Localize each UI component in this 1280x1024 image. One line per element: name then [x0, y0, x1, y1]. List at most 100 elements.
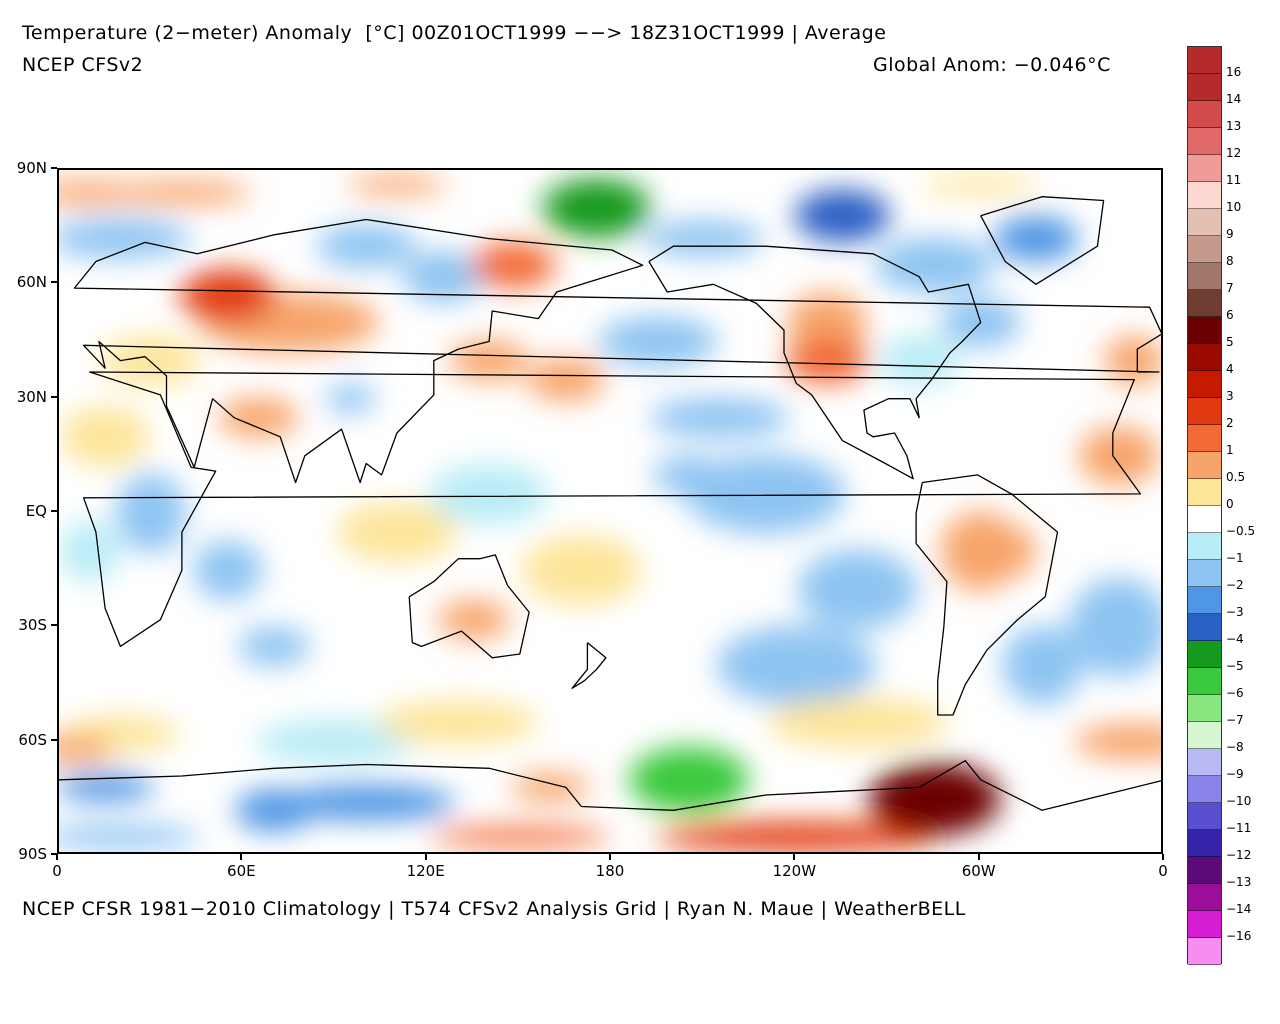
anomaly-patch — [767, 697, 948, 748]
colorbar-swatch — [1188, 290, 1221, 317]
anomaly-patch — [429, 826, 610, 847]
anomaly-patch — [111, 180, 252, 205]
colorbar-label: 1 — [1226, 443, 1234, 457]
anomaly-patch — [59, 218, 191, 259]
colorbar-label: −7 — [1226, 713, 1244, 727]
australia-coast — [408, 554, 530, 659]
anomaly-region-bering-warm — [471, 242, 556, 289]
colorbar-label: 4 — [1226, 362, 1234, 376]
colorbar-swatch — [1188, 938, 1221, 965]
anomaly-region-bellingshausen-warm — [868, 762, 1001, 836]
anomaly-patch — [276, 784, 457, 821]
colorbar-swatch — [1188, 749, 1221, 776]
anomaly-patch — [255, 719, 416, 764]
anomaly-patch — [336, 502, 457, 563]
anomaly-region-australia-warm — [437, 599, 510, 640]
lat-label: 60N — [16, 273, 47, 292]
colorbar-label: 12 — [1226, 146, 1242, 160]
colorbar-label: −10 — [1226, 794, 1252, 808]
anomaly-region-western-usa-warm — [785, 337, 870, 384]
lon-label: 0 — [52, 862, 62, 880]
greenland-coast — [980, 196, 1105, 285]
colorbar-label: 6 — [1226, 308, 1234, 322]
colorbar-swatch — [1188, 722, 1221, 749]
lon-label: 60E — [227, 862, 256, 880]
lon-label: 0 — [1158, 862, 1168, 880]
anomaly-region-arctic-east-siberia-cold — [542, 178, 651, 238]
colorbar-swatch — [1188, 398, 1221, 425]
anomaly-patch — [59, 773, 156, 802]
colorbar-swatch — [1188, 182, 1221, 209]
anomaly-map — [57, 168, 1163, 854]
lat-tick — [51, 624, 57, 627]
anomaly-patch — [797, 549, 918, 630]
colorbar-swatch — [1188, 641, 1221, 668]
colorbar-swatch — [1188, 236, 1221, 263]
anomaly-patch — [685, 453, 846, 534]
colorbar-label: −3 — [1226, 605, 1244, 619]
antarctica-coast — [59, 760, 1161, 811]
anomaly-patch — [218, 397, 299, 438]
anomaly-patch — [510, 773, 591, 802]
colorbar-label: −16 — [1226, 929, 1252, 943]
lat-tick — [51, 281, 57, 284]
colorbar-label: 14 — [1226, 92, 1242, 106]
colorbar-swatch — [1188, 776, 1221, 803]
colorbar-swatch — [1188, 47, 1221, 74]
colorbar-swatch — [1188, 695, 1221, 722]
lon-tick — [977, 854, 980, 860]
colorbar-swatch — [1188, 803, 1221, 830]
anomaly-patch — [378, 700, 539, 745]
colorbar-swatch — [1188, 506, 1221, 533]
colorbar-label: 16 — [1226, 65, 1242, 79]
anomaly-patch — [656, 821, 937, 852]
colorbar-swatch — [1188, 155, 1221, 182]
anomaly-patch — [403, 250, 484, 303]
anomaly-region-south-atlantic-cool — [1082, 626, 1155, 667]
anomaly-region-greenland-cold — [993, 215, 1078, 262]
colorbar-swatch — [1188, 452, 1221, 479]
colorbar-swatch — [1188, 425, 1221, 452]
colorbar-swatch — [1188, 263, 1221, 290]
lon-tick — [424, 854, 427, 860]
anomaly-patch — [325, 383, 376, 414]
map-title: Temperature (2−meter) Anomaly [°C] 00Z01… — [22, 22, 887, 44]
colorbar-label: −13 — [1226, 875, 1252, 889]
anomaly-field — [59, 170, 1161, 852]
colorbar-label: −9 — [1226, 767, 1244, 781]
global-anomaly-readout: Global Anom: −0.046°C — [873, 54, 1111, 76]
colorbar-label: −8 — [1226, 740, 1244, 754]
anomaly-patch — [429, 463, 550, 524]
colorbar-swatch — [1188, 587, 1221, 614]
anomaly-patch — [346, 175, 447, 196]
south-america-coast — [915, 474, 1059, 716]
colorbar-label: 7 — [1226, 281, 1234, 295]
lat-label: 90S — [18, 845, 47, 863]
lon-tick — [56, 854, 58, 860]
lon-label: 120W — [772, 862, 817, 880]
anomaly-patch — [1078, 425, 1159, 486]
lon-label: 120E — [406, 862, 445, 880]
anomaly-patch — [101, 335, 202, 386]
anomaly-patch — [920, 175, 1041, 196]
anomaly-patch — [1074, 723, 1161, 760]
colorbar-label: 8 — [1226, 254, 1234, 268]
lon-tick — [793, 854, 796, 860]
colorbar-label: −6 — [1226, 686, 1244, 700]
lat-tick — [51, 167, 57, 169]
anomaly-patch — [521, 535, 642, 606]
north-america-coast — [648, 245, 982, 480]
anomaly-region-russia-warm — [179, 269, 276, 323]
lat-label: 30S — [18, 616, 47, 635]
colorbar-label: 0 — [1226, 497, 1234, 511]
lon-tick — [1162, 854, 1164, 860]
anomaly-patch — [879, 335, 960, 386]
model-subtitle: NCEP CFSv2 — [22, 54, 144, 76]
colorbar-swatch — [1188, 128, 1221, 155]
anomaly-patch — [986, 526, 1037, 577]
colorbar — [1187, 46, 1222, 965]
lat-tick — [51, 853, 57, 855]
colorbar-swatch — [1188, 317, 1221, 344]
anomaly-patch — [1002, 625, 1083, 706]
lon-tick — [240, 854, 243, 860]
